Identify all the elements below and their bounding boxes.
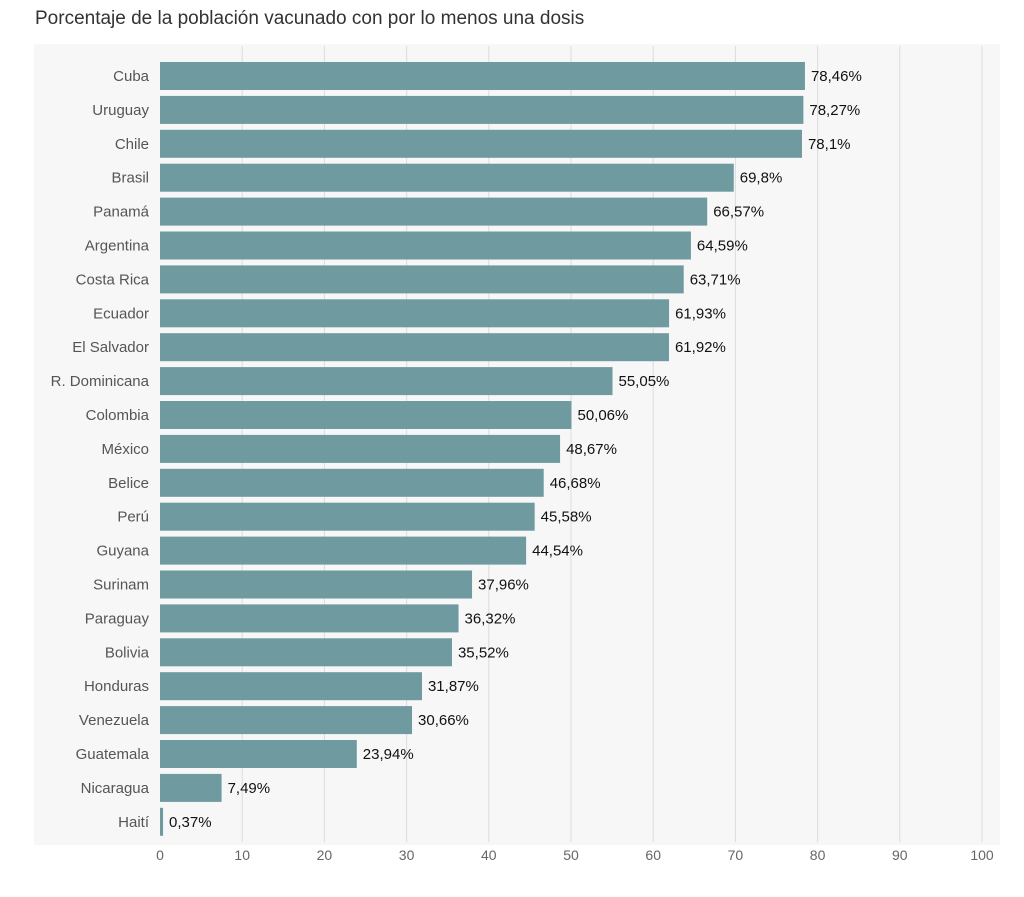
category-label: Costa Rica <box>76 271 150 288</box>
x-tick-label: 90 <box>892 847 908 863</box>
bar <box>160 773 222 802</box>
x-tick-label: 50 <box>563 847 579 863</box>
category-label: Venezuela <box>79 712 150 729</box>
x-tick-label: 40 <box>481 847 497 863</box>
category-label: Uruguay <box>92 102 149 119</box>
category-label: Guyana <box>96 543 149 560</box>
value-label: 61,93% <box>675 305 726 322</box>
value-label: 48,67% <box>566 441 617 458</box>
category-label: Surinam <box>93 577 149 594</box>
bar <box>160 434 561 463</box>
value-label: 64,59% <box>697 238 748 255</box>
category-label: México <box>101 441 149 458</box>
value-label: 30,66% <box>418 712 469 729</box>
category-label: Brasil <box>111 170 149 187</box>
value-label: 61,92% <box>675 339 726 356</box>
x-tick-label: 100 <box>970 847 994 863</box>
bar <box>160 299 670 328</box>
category-label: Ecuador <box>93 305 149 322</box>
category-label: R. Dominicana <box>51 373 150 390</box>
category-label: Cuba <box>113 68 150 85</box>
bar <box>160 740 357 768</box>
category-label: Bolivia <box>105 644 150 661</box>
category-label: Panamá <box>93 204 150 221</box>
category-label: Perú <box>117 509 149 526</box>
bar <box>160 95 804 124</box>
value-label: 36,32% <box>465 610 516 627</box>
bar <box>160 333 669 362</box>
bar <box>160 197 708 226</box>
bar <box>160 706 413 735</box>
chart-title: Porcentaje de la población vacunado con … <box>35 8 585 29</box>
value-label: 44,54% <box>532 543 583 560</box>
value-label: 78,27% <box>809 102 860 119</box>
x-tick-label: 0 <box>156 847 164 863</box>
value-label: 46,68% <box>550 475 601 492</box>
x-tick-label: 10 <box>234 847 250 863</box>
value-label: 78,46% <box>811 68 862 85</box>
value-label: 31,87% <box>428 678 479 695</box>
category-label: Chile <box>115 136 149 153</box>
bar <box>160 502 535 531</box>
category-label: Argentina <box>85 238 150 255</box>
value-label: 35,52% <box>458 644 509 661</box>
bar <box>160 367 613 396</box>
bar <box>160 672 422 701</box>
bar <box>160 536 527 565</box>
value-label: 45,58% <box>541 509 592 526</box>
value-label: 69,8% <box>740 170 783 187</box>
bar <box>160 604 459 633</box>
value-label: 0,37% <box>169 814 212 831</box>
value-label: 50,06% <box>577 407 628 424</box>
category-label: El Salvador <box>72 339 149 356</box>
bar <box>160 468 544 497</box>
x-tick-label: 70 <box>728 847 744 863</box>
category-label: Haití <box>118 814 150 831</box>
bar <box>160 265 684 294</box>
value-label: 55,05% <box>619 373 670 390</box>
category-label: Paraguay <box>85 610 150 627</box>
x-tick-label: 30 <box>399 847 415 863</box>
bar <box>160 570 473 599</box>
bar <box>160 163 734 192</box>
bar <box>160 401 572 429</box>
bar <box>160 62 805 90</box>
value-label: 78,1% <box>808 136 851 153</box>
x-tick-label: 60 <box>645 847 661 863</box>
value-label: 63,71% <box>690 271 741 288</box>
value-label: 7,49% <box>228 780 271 797</box>
bar <box>160 638 452 667</box>
category-label: Belice <box>108 475 149 492</box>
x-tick-label: 80 <box>810 847 826 863</box>
value-label: 66,57% <box>713 204 764 221</box>
bar <box>160 231 691 260</box>
value-label: 37,96% <box>478 577 529 594</box>
category-label: Nicaragua <box>81 780 150 797</box>
category-label: Guatemala <box>76 746 150 763</box>
category-label: Honduras <box>84 678 149 695</box>
bar <box>160 129 802 158</box>
category-label: Colombia <box>86 407 150 424</box>
bar <box>160 807 164 836</box>
x-tick-label: 20 <box>317 847 333 863</box>
value-label: 23,94% <box>363 746 414 763</box>
